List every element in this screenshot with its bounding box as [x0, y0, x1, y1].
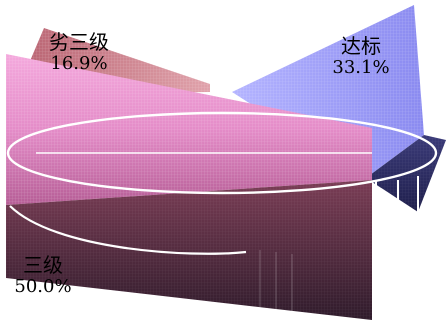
slice-label-dabiao-value: 33.1%: [332, 57, 390, 78]
slice-label-dabiao: 达标 33.1%: [326, 35, 396, 79]
slice-label-sanji-value: 50.0%: [14, 276, 72, 297]
slice-label-dabiao-name: 达标: [341, 34, 381, 58]
slice-label-liesanji-name: 劣三级: [49, 30, 109, 54]
slice-label-sanji-name: 三级: [23, 253, 63, 277]
pie-ellipse-outline: [6, 111, 438, 255]
pie-slice-sanji: [6, 54, 372, 320]
slice-label-sanji: 三级 50.0%: [8, 254, 78, 298]
slice-label-liesanji: 劣三级 16.9%: [44, 31, 114, 75]
slice-label-liesanji-value: 16.9%: [50, 53, 108, 74]
